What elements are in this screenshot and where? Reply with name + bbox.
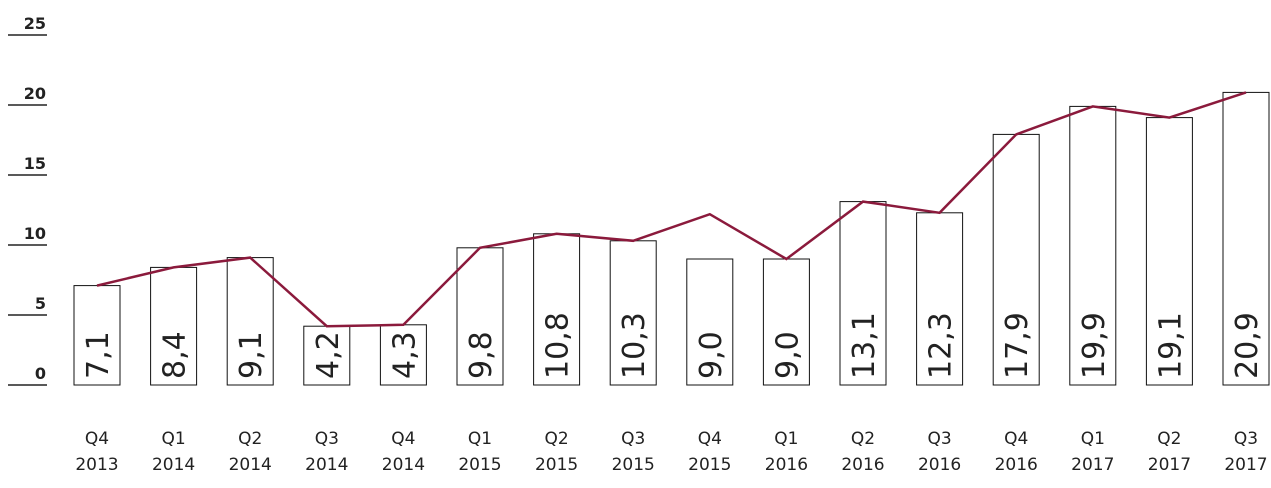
value-label: 19,1 [1153,312,1188,379]
value-label: 4,3 [387,331,422,379]
bar [1069,105,1117,386]
x-tick-label: Q3 [1234,429,1258,449]
x-tick-label: Q4 [85,429,109,449]
value-label: 20,9 [1230,312,1265,379]
value-label: 17,9 [1000,312,1035,379]
x-tick-label: Q2 [238,429,262,449]
bar [226,257,274,386]
x-tick-label: Q1 [1081,429,1105,449]
bar [916,212,964,386]
bar [992,133,1040,386]
x-tick-label: Q2 [1157,429,1181,449]
bar [150,266,198,386]
x-tick-label: Q4 [1004,429,1028,449]
bar [686,258,734,386]
x-tick-label: Q1 [161,429,185,449]
bar [1145,117,1193,386]
bar [379,324,427,386]
x-tick-label: 2014 [152,455,195,475]
bar [456,247,504,386]
value-label: 9,0 [694,331,729,379]
value-label: 4,2 [311,331,346,379]
x-tick-label: Q4 [698,429,722,449]
value-label: 9,0 [770,331,805,379]
x-tick-label: 2014 [305,455,348,475]
x-tick-label: 2016 [918,455,961,475]
x-tick-label: 2013 [75,455,118,475]
x-tick-label: Q3 [315,429,339,449]
value-label: 10,8 [541,312,576,379]
bar [762,258,810,386]
x-tick-label: Q2 [851,429,875,449]
x-tick-label: 2017 [1071,455,1114,475]
x-tick-label: Q2 [544,429,568,449]
value-label: 19,9 [1077,312,1112,379]
y-tick-label: 0 [35,364,46,383]
bar [839,201,887,386]
x-tick-label: 2015 [688,455,731,475]
value-label: 10,3 [617,312,652,379]
x-tick-label: 2016 [995,455,1038,475]
x-tick-label: 2014 [382,455,425,475]
x-tick-label: 2016 [765,455,808,475]
y-tick-label: 15 [24,154,46,173]
x-tick-label: Q4 [391,429,415,449]
bar [533,233,581,386]
x-tick-label: Q1 [468,429,492,449]
trend-line [96,91,1247,328]
bar [609,240,657,386]
x-tick-label: 2016 [841,455,884,475]
x-tick-label: 2015 [612,455,655,475]
x-tick-label: Q3 [621,429,645,449]
bar [73,285,121,386]
y-tick-label: 25 [24,14,46,33]
value-label: 9,1 [234,331,269,379]
y-tick-label: 5 [35,294,46,313]
value-label: 8,4 [158,331,193,379]
value-label: 13,1 [847,312,882,379]
x-tick-label: Q1 [774,429,798,449]
value-label: 7,1 [81,331,116,379]
y-tick-label: 20 [24,84,46,103]
x-tick-label: 2015 [458,455,501,475]
bar [1222,91,1270,386]
x-tick-label: 2014 [229,455,272,475]
x-tick-label: 2017 [1224,455,1267,475]
value-label: 9,8 [464,331,499,379]
x-tick-label: 2015 [535,455,578,475]
x-tick-label: Q3 [927,429,951,449]
x-tick-label: 2017 [1148,455,1191,475]
y-tick-label: 10 [24,224,46,243]
value-label: 12,3 [924,312,959,379]
